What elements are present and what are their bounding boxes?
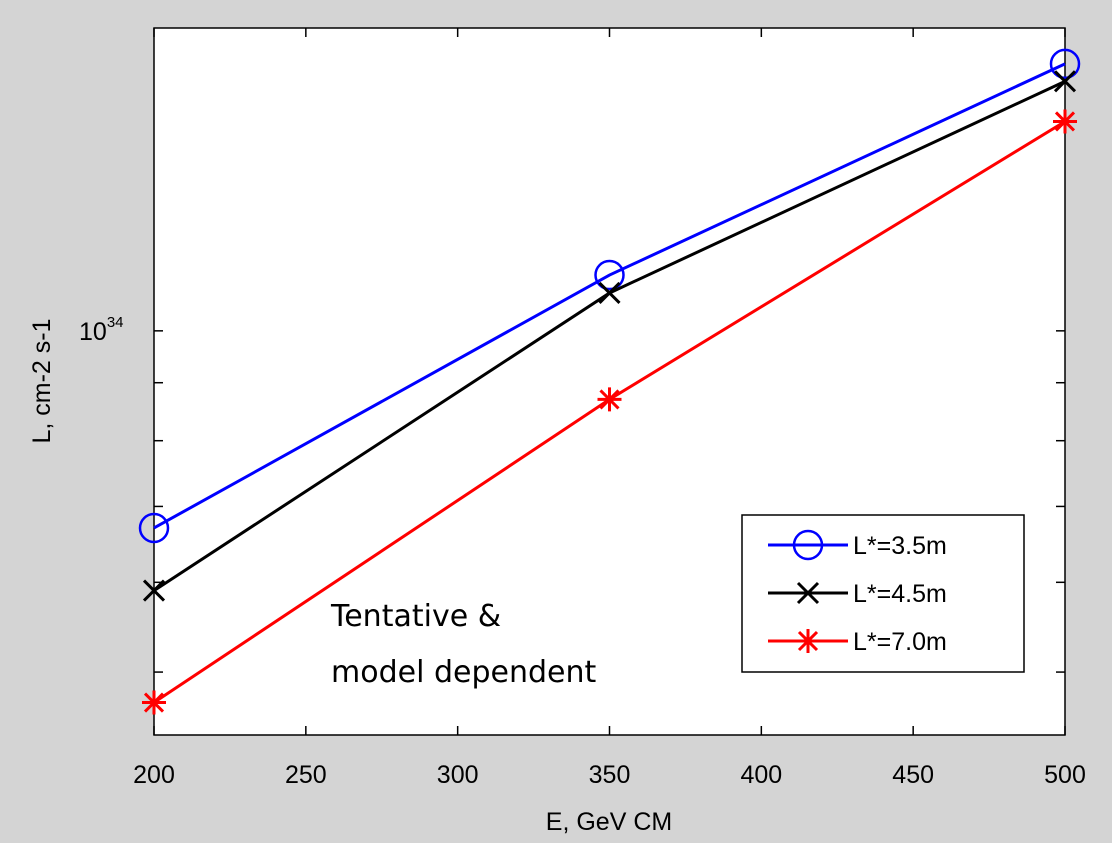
legend-marker	[796, 581, 820, 605]
annotation-text: Tentative & model dependent	[330, 599, 596, 690]
data-point	[594, 259, 625, 291]
data-point	[1053, 109, 1077, 134]
x-tick-labels: 200 250 300 350 400 450 500	[133, 761, 1086, 789]
data-point	[1053, 70, 1077, 93]
x-tick-label: 300	[437, 761, 479, 789]
x-tick-label: 450	[892, 761, 934, 789]
legend: L*=3.5m L*=4.5m L*=7.0m	[741, 514, 1025, 673]
x-tick-label: 500	[1044, 761, 1086, 789]
legend-entry: L*=3.5m	[768, 529, 947, 561]
y-tick-label: 1034	[79, 314, 124, 346]
axis-ticks	[153, 28, 1066, 735]
series-1	[138, 48, 1081, 544]
legend-label: L*=7.0m	[853, 628, 947, 656]
y-tick-labels: 1034	[79, 314, 124, 346]
x-axis-label: E, GeV CM	[546, 808, 672, 836]
data-point	[142, 579, 166, 602]
series-3	[142, 109, 1077, 715]
y-axis-label: L, cm-2 s-1	[28, 318, 56, 443]
series-2	[142, 70, 1077, 602]
data-point	[138, 512, 170, 544]
x-tick-label: 400	[740, 761, 782, 789]
data-point	[1049, 48, 1081, 80]
x-tick-label: 250	[285, 761, 327, 789]
legend-entry: L*=7.0m	[768, 628, 947, 656]
data-point	[597, 387, 622, 412]
legend-marker	[796, 629, 820, 653]
legend-marker	[792, 529, 824, 561]
annotation-line-1: Tentative &	[330, 599, 501, 634]
annotation-line-2: model dependent	[331, 655, 596, 690]
legend-entry: L*=4.5m	[768, 580, 947, 608]
x-tick-label: 350	[589, 761, 631, 789]
legend-label: L*=4.5m	[853, 580, 947, 608]
data-point	[598, 281, 621, 305]
x-tick-label: 200	[133, 761, 175, 789]
series-line	[153, 62, 1066, 530]
series-layer	[138, 48, 1081, 715]
data-point	[142, 690, 166, 715]
legend-label: L*=3.5m	[853, 532, 947, 560]
